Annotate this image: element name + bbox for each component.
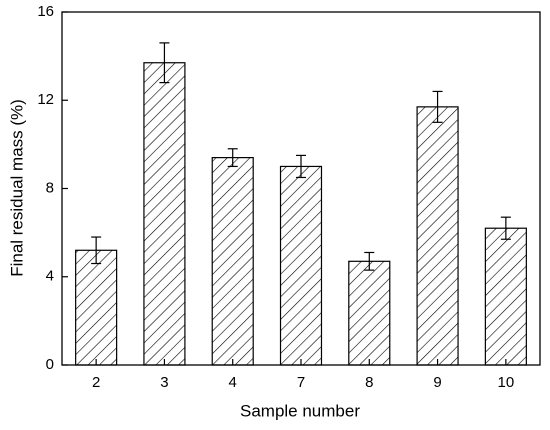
y-tick-label: 4 [46,268,54,285]
error-bar [296,154,306,179]
bar [416,106,459,366]
y-tick-label: 8 [46,179,54,196]
error-bar [159,42,170,84]
x-tick-label: 3 [160,374,168,391]
bar [484,227,527,366]
x-tick-label: 7 [297,374,305,391]
error-bar [364,251,375,271]
bar [211,157,254,366]
x-tick-label: 2 [92,374,100,391]
y-tick-label: 0 [46,356,54,373]
bar [348,260,391,366]
error-bar [500,216,511,240]
bar [75,249,118,366]
x-tick-label: 9 [433,374,441,391]
error-bar [91,236,102,265]
y-tick-label: 12 [37,91,54,108]
bar [279,165,323,366]
x-axis-title: Sample number [240,401,360,420]
x-tick-label: 4 [229,374,237,391]
bar [143,62,186,366]
plot-frame [61,11,541,366]
error-bar [432,90,443,123]
x-tick-label: 10 [498,374,515,391]
x-tick-label: 8 [365,374,373,391]
error-bar [227,148,238,168]
y-tick-label: 16 [37,3,54,20]
y-axis-title: Final residual mass (%) [7,99,26,277]
